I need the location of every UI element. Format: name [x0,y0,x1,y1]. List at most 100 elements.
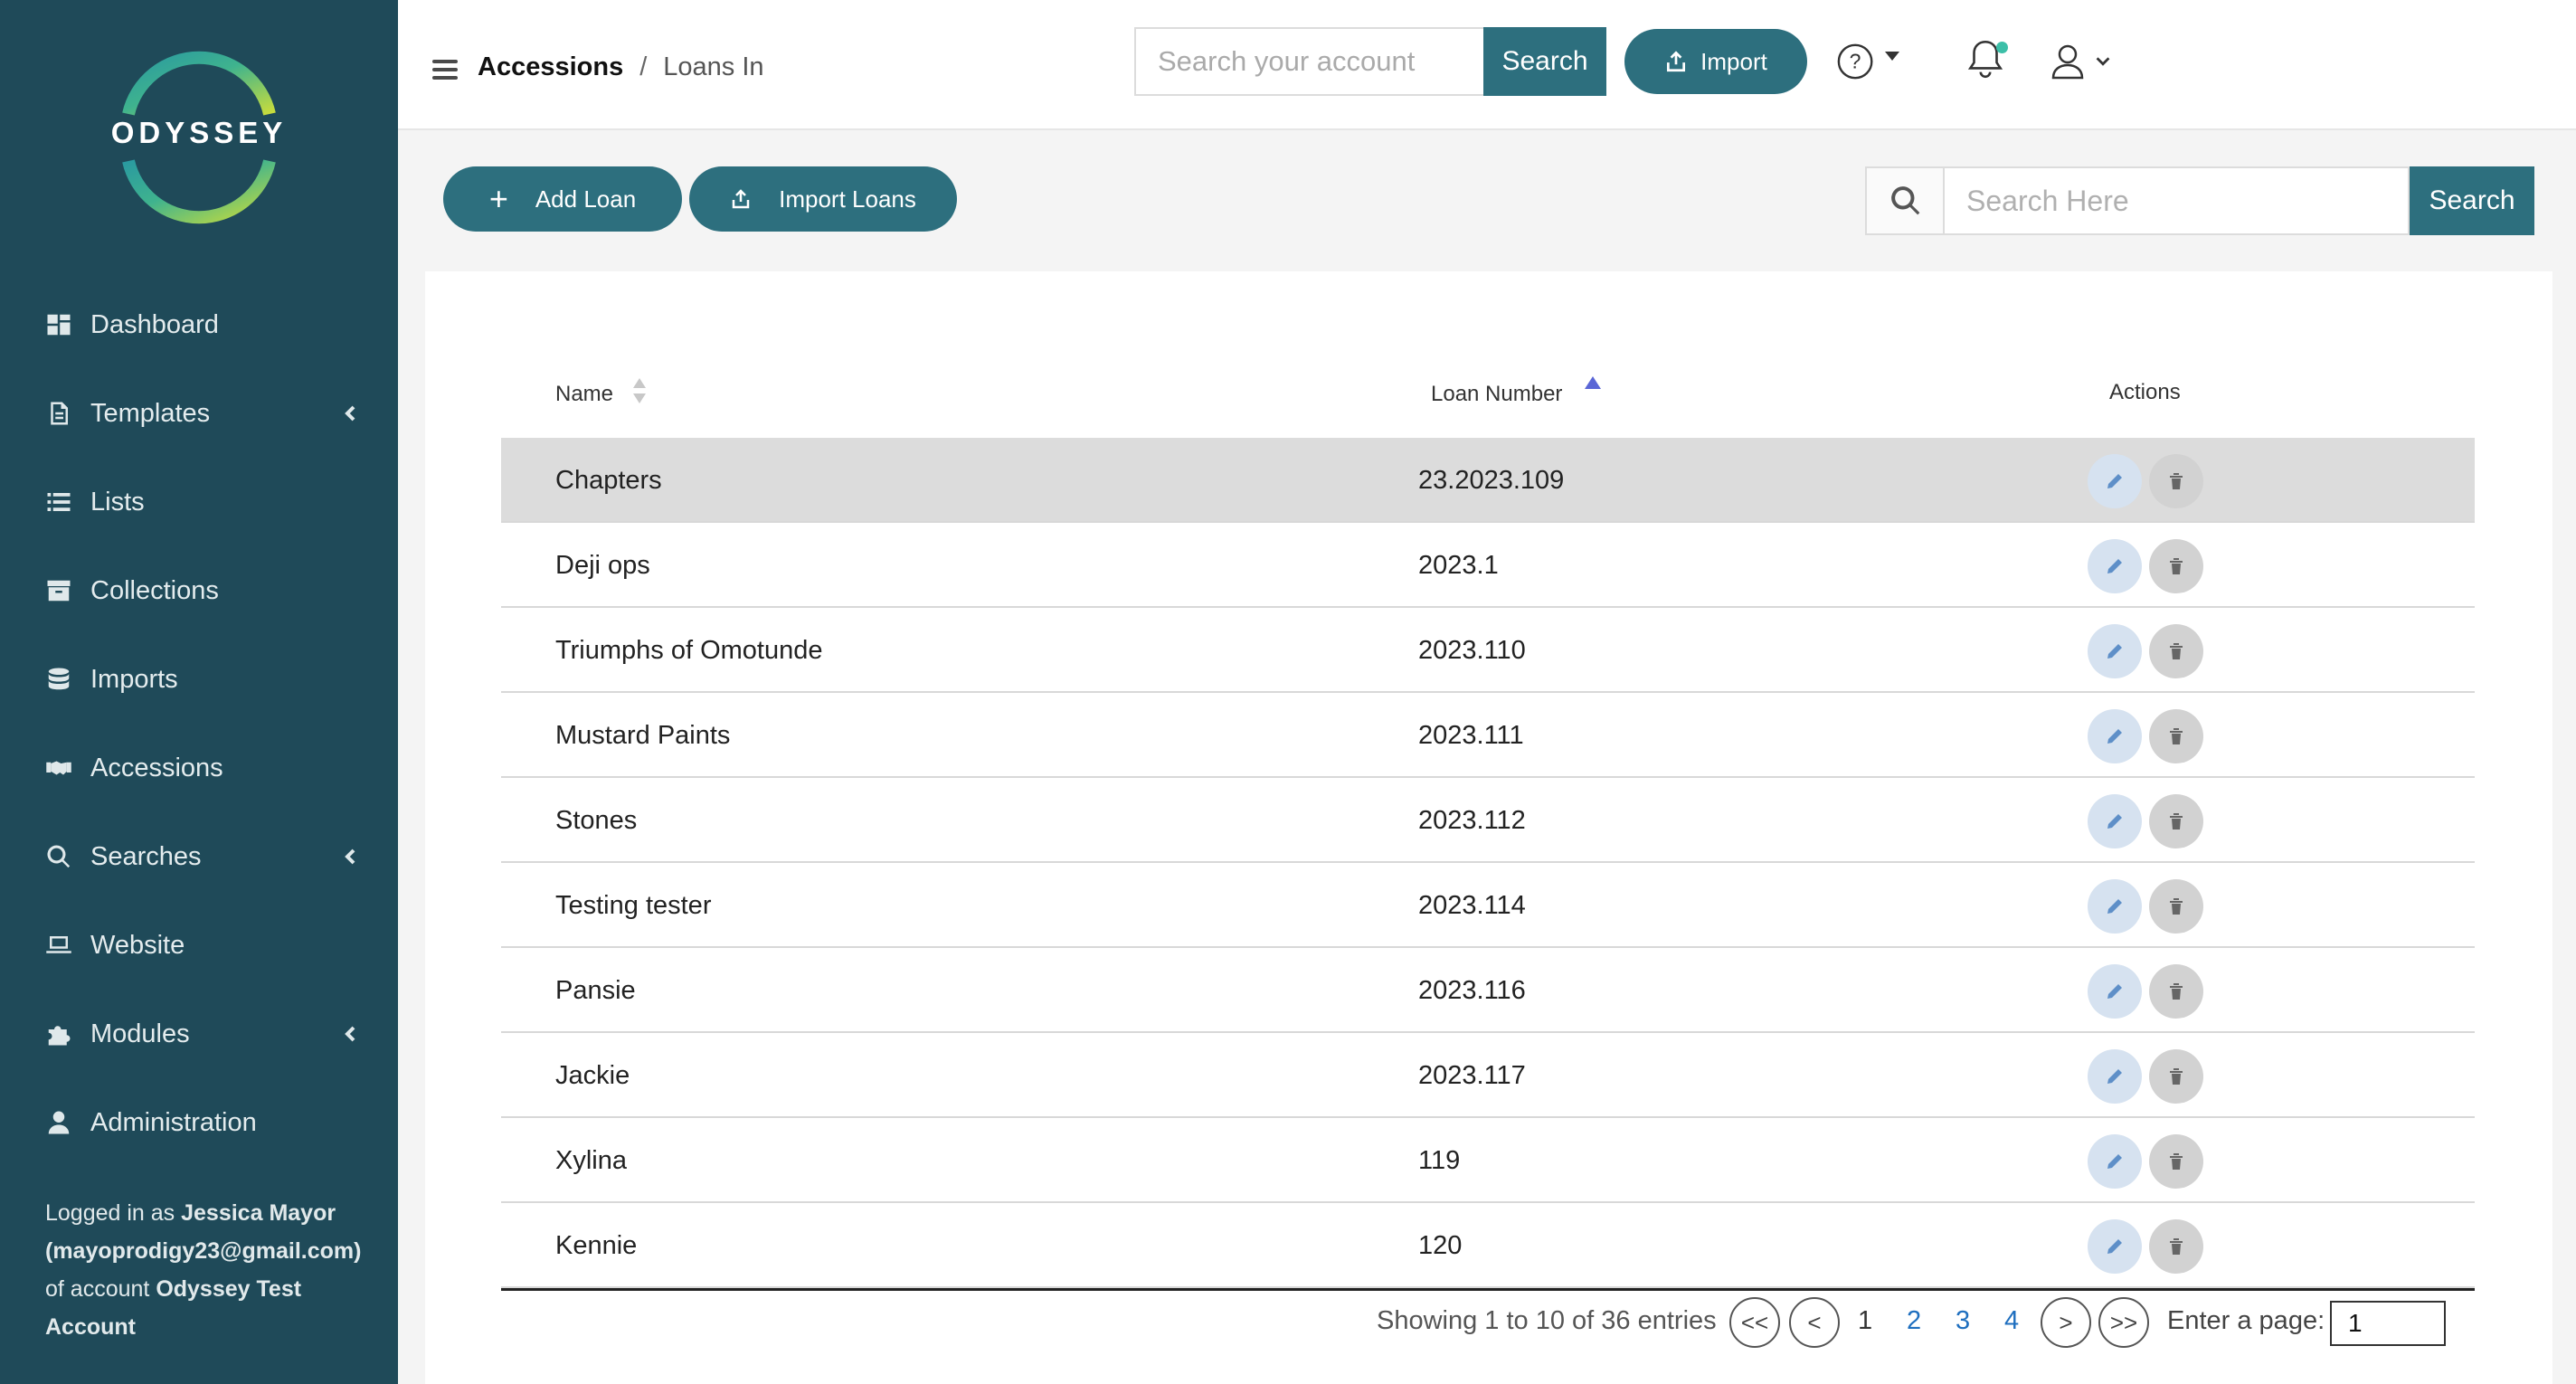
account-search-button[interactable]: Search [1483,27,1606,96]
sidebar-item-administration[interactable]: Administration [0,1078,398,1167]
sidebar-item-label: Administration [90,1107,257,1137]
odyssey-logo[interactable]: ODYSSEY [109,51,289,224]
page-link-4[interactable]: 4 [2004,1306,2020,1335]
table-search-icon-box [1865,166,1945,235]
delete-button[interactable] [2149,1219,2203,1274]
edit-button[interactable] [2088,624,2142,678]
trash-icon [2170,983,2183,1000]
cell-loan-number: 120 [1418,1230,1463,1260]
notifications-button[interactable] [1963,36,2012,87]
breadcrumb-current: Loans In [663,52,764,81]
search-icon [1891,186,1920,215]
archive-icon [43,575,74,606]
trash-icon [2170,473,2183,489]
next-page-button[interactable]: > [2041,1297,2091,1348]
delete-button[interactable] [2149,539,2203,593]
sidebar-item-accessions[interactable]: Accessions [0,724,398,812]
upload-icon [1667,51,1686,72]
edit-button[interactable] [2088,1134,2142,1189]
column-header-name[interactable]: Name [555,382,614,406]
sidebar-item-label: Templates [90,398,211,428]
edit-button[interactable] [2088,879,2142,934]
table-search-input[interactable]: Search Here [1943,166,2410,235]
trash-icon [2170,1238,2183,1255]
table-row[interactable]: Chapters 23.2023.109 [501,438,2475,523]
pencil-icon [2107,644,2122,659]
search-icon [43,841,74,872]
delete-button[interactable] [2149,454,2203,508]
delete-button[interactable] [2149,1049,2203,1104]
account-search-input[interactable]: Search your account [1134,27,1485,96]
edit-button[interactable] [2088,1219,2142,1274]
table-row[interactable]: Xylina 119 [501,1118,2475,1203]
sidebar-item-label: Searches [90,841,202,871]
table-row[interactable]: Triumphs of Omotunde 2023.110 [501,608,2475,693]
delete-button[interactable] [2149,964,2203,1019]
table-bottom-border [501,1288,2475,1291]
sidebar-item-label: Imports [90,664,178,694]
sidebar-item-dashboard[interactable]: Dashboard [0,280,398,369]
sidebar-item-website[interactable]: Website [0,901,398,990]
pencil-icon [2107,899,2122,914]
column-header-loan-number[interactable]: Loan Number [1431,382,1563,406]
edit-button[interactable] [2088,539,2142,593]
upload-icon [732,189,750,209]
sidebar-nav: Dashboard Templates Lists Collections Im… [0,280,398,1167]
cell-name: Kennie [555,1230,638,1260]
table-search-button[interactable]: Search [2410,166,2534,235]
sidebar-item-searches[interactable]: Searches [0,812,398,901]
pencil-icon [2107,1239,2122,1254]
chevron-left-icon [340,845,362,867]
list-icon [43,487,74,517]
sort-ascending-icon[interactable] [1585,376,1601,389]
page-link-3[interactable]: 3 [1956,1306,1971,1335]
import-button[interactable]: Import [1624,29,1807,94]
puzzle-icon [43,1019,74,1049]
edit-button[interactable] [2088,454,2142,508]
table-row[interactable]: Pansie 2023.116 [501,948,2475,1033]
table-row[interactable]: Testing tester 2023.114 [501,863,2475,948]
sort-both-icon[interactable] [631,376,648,405]
delete-button[interactable] [2149,709,2203,763]
hamburger-menu-icon[interactable] [432,60,458,80]
brand-name: ODYSSEY [110,116,288,149]
edit-button[interactable] [2088,794,2142,848]
trash-icon [2170,813,2183,829]
edit-button[interactable] [2088,709,2142,763]
previous-page-button[interactable]: < [1789,1297,1840,1348]
help-menu[interactable]: ? [1836,36,1908,87]
sidebar-item-modules[interactable]: Modules [0,990,398,1078]
chevron-down-icon [2096,57,2110,66]
top-bar: Accessions / Loans In Search your accoun… [398,0,2576,130]
delete-button[interactable] [2149,794,2203,848]
trash-icon [2170,728,2183,744]
sidebar-item-collections[interactable]: Collections [0,546,398,635]
table-row[interactable]: Stones 2023.112 [501,778,2475,863]
delete-button[interactable] [2149,879,2203,934]
table-row[interactable]: Mustard Paints 2023.111 [501,693,2475,778]
sidebar-item-templates[interactable]: Templates [0,369,398,458]
table-row[interactable]: Jackie 2023.117 [501,1033,2475,1118]
cell-name: Jackie [555,1060,630,1090]
breadcrumb-separator: / [639,52,648,81]
page-link-1[interactable]: 1 [1858,1306,1873,1335]
table-row[interactable]: Deji ops 2023.1 [501,523,2475,608]
sidebar-item-imports[interactable]: Imports [0,635,398,724]
edit-button[interactable] [2088,1049,2142,1104]
delete-button[interactable] [2149,624,2203,678]
cell-name: Triumphs of Omotunde [555,635,823,665]
delete-button[interactable] [2149,1134,2203,1189]
breadcrumb-accessions[interactable]: Accessions [478,52,624,81]
page-number-input[interactable]: 1 [2330,1301,2446,1346]
edit-button[interactable] [2088,964,2142,1019]
last-page-button[interactable]: >> [2098,1297,2149,1348]
logged-in-prefix: Logged in as [45,1200,182,1226]
logged-in-info: Logged in as Jessica Mayor (mayoprodigy2… [45,1194,380,1346]
user-menu[interactable] [2046,36,2118,87]
import-loans-button[interactable]: Import Loans [689,166,957,232]
page-link-2[interactable]: 2 [1907,1306,1922,1335]
table-row[interactable]: Kennie 120 [501,1203,2475,1288]
add-loan-button[interactable]: + Add Loan [443,166,682,232]
sidebar-item-lists[interactable]: Lists [0,458,398,546]
first-page-button[interactable]: << [1729,1297,1780,1348]
